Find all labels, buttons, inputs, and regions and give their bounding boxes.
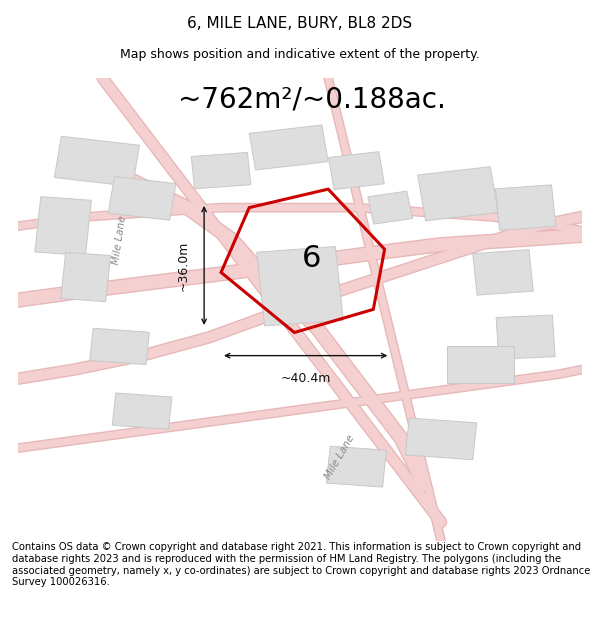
- Text: ~762m²/~0.188ac.: ~762m²/~0.188ac.: [178, 86, 446, 114]
- Polygon shape: [191, 152, 251, 189]
- Text: ~36.0m: ~36.0m: [177, 240, 190, 291]
- Text: 6, MILE LANE, BURY, BL8 2DS: 6, MILE LANE, BURY, BL8 2DS: [187, 16, 413, 31]
- Text: Contains OS data © Crown copyright and database right 2021. This information is : Contains OS data © Crown copyright and d…: [12, 542, 590, 587]
- Polygon shape: [473, 249, 533, 295]
- Polygon shape: [326, 446, 386, 487]
- Polygon shape: [108, 176, 176, 220]
- Text: Map shows position and indicative extent of the property.: Map shows position and indicative extent…: [120, 48, 480, 61]
- Polygon shape: [496, 315, 555, 359]
- Polygon shape: [406, 418, 476, 460]
- Polygon shape: [112, 393, 172, 429]
- Polygon shape: [55, 136, 140, 186]
- Polygon shape: [90, 328, 149, 364]
- Text: 6: 6: [302, 244, 321, 273]
- Polygon shape: [35, 197, 91, 256]
- Text: Mile Lane: Mile Lane: [323, 434, 356, 481]
- Text: ~40.4m: ~40.4m: [280, 372, 331, 385]
- Text: Mile Lane: Mile Lane: [111, 215, 128, 265]
- Polygon shape: [368, 191, 413, 224]
- Polygon shape: [418, 167, 498, 221]
- Polygon shape: [61, 253, 110, 302]
- Polygon shape: [329, 152, 384, 189]
- Polygon shape: [495, 185, 556, 231]
- Polygon shape: [249, 125, 328, 170]
- Polygon shape: [446, 346, 514, 383]
- Polygon shape: [257, 247, 343, 326]
